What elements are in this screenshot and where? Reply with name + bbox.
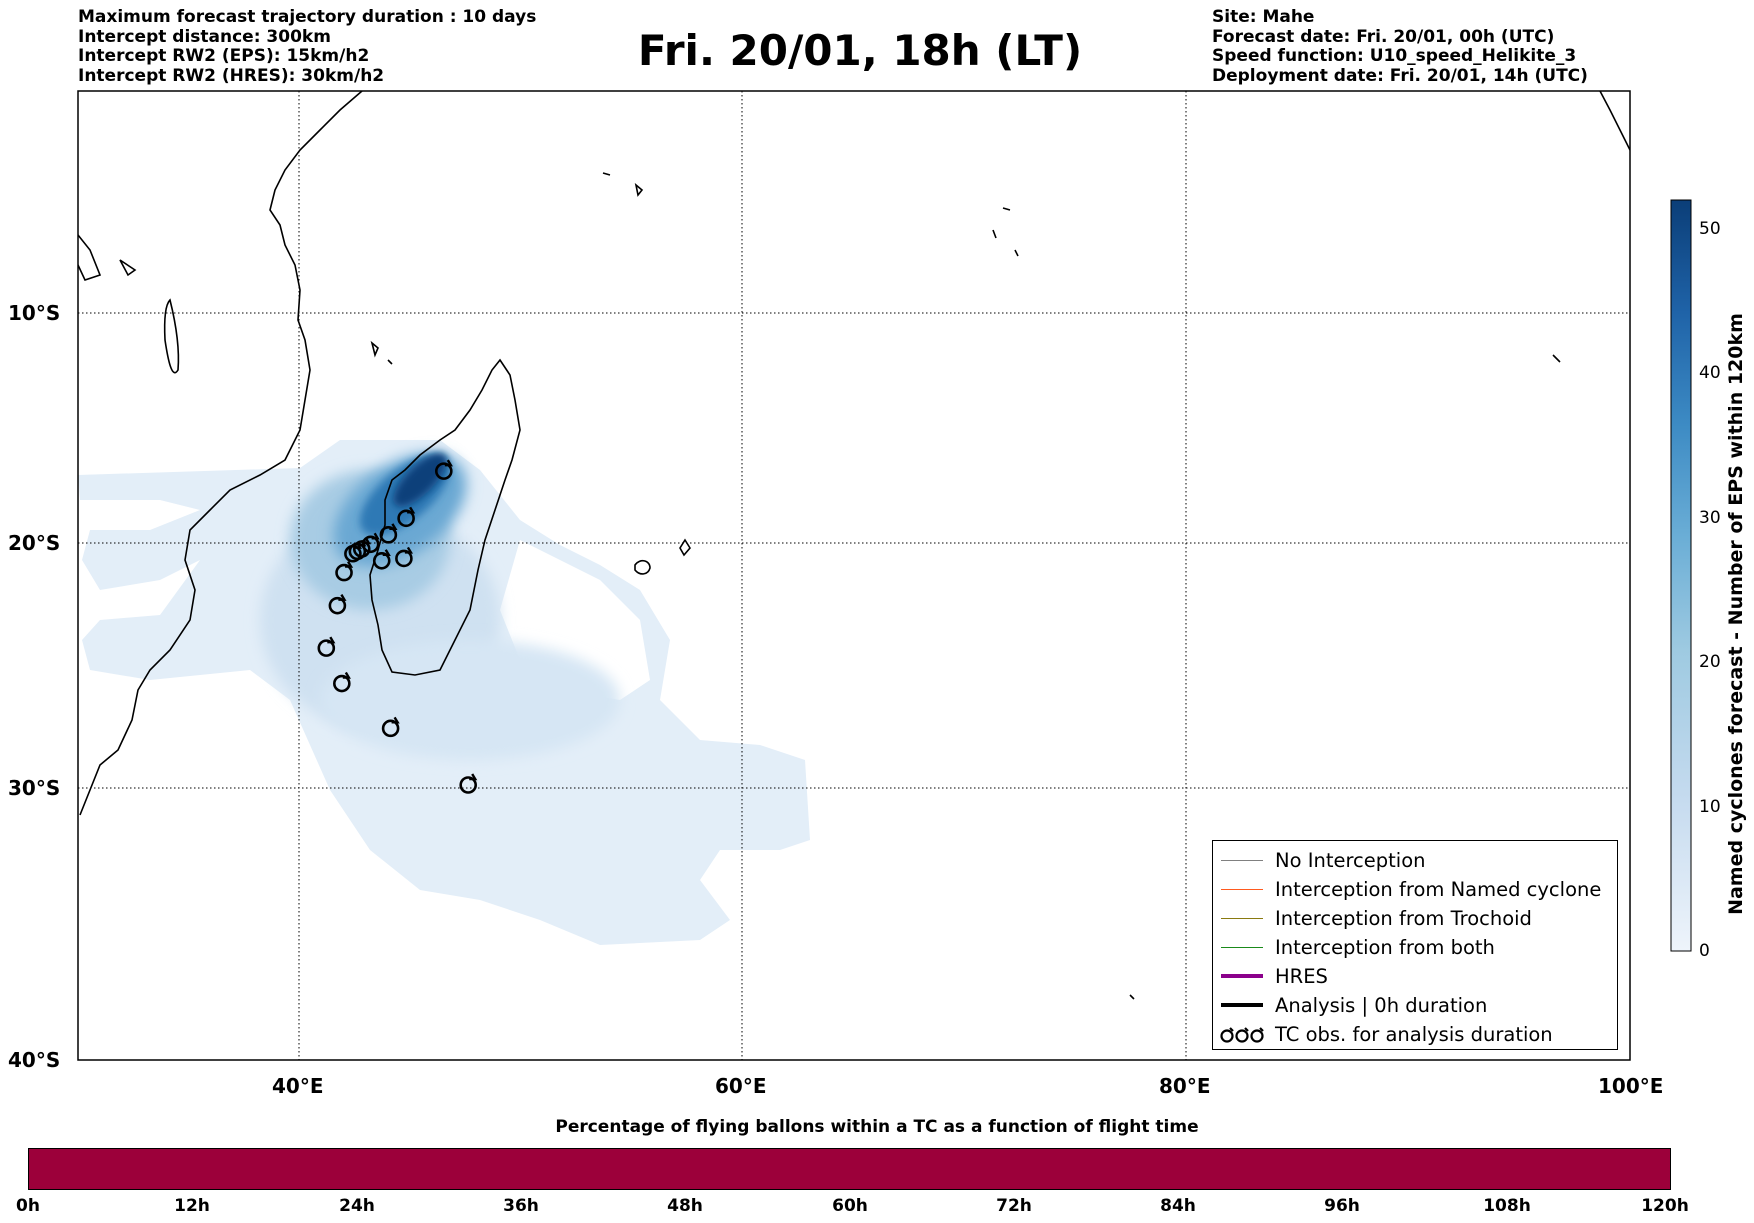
madagascar-coast xyxy=(369,358,521,676)
island-reunion xyxy=(634,559,651,575)
tc-observations xyxy=(317,459,478,794)
flight-tick: 72h xyxy=(996,1196,1032,1216)
lon-label-100e: 100°E xyxy=(1598,1074,1664,1098)
flight-tick: 84h xyxy=(1160,1196,1196,1216)
colorbar xyxy=(1670,199,1692,952)
tc-obs-marker xyxy=(435,459,453,480)
legend-label: TC obs. for analysis duration xyxy=(1275,1023,1553,1046)
legend-line-grey xyxy=(1221,860,1263,861)
island-chagos xyxy=(1014,249,1019,257)
legend-label: Analysis | 0h duration xyxy=(1275,994,1488,1017)
intercept-hres-text: Intercept RW2 (HRES): 30km/h2 xyxy=(78,65,385,86)
tc-obs-marker xyxy=(317,636,336,657)
colorbar-label: Named cyclones forecast - Number of EPS … xyxy=(1725,313,1747,915)
lat-label-10s: 10°S xyxy=(8,301,61,325)
colorbar-tick-20: 20 xyxy=(1699,652,1721,672)
island-mauritius xyxy=(679,538,691,557)
flight-tick: 108h xyxy=(1483,1196,1531,1216)
tc-obs-marker xyxy=(328,594,347,615)
legend-label: Interception from Trochoid xyxy=(1275,907,1532,930)
lon-label-40e: 40°E xyxy=(272,1074,324,1098)
tc-obs-marker xyxy=(397,506,416,528)
legend-item-no-interception: No Interception xyxy=(1213,846,1617,875)
graticule xyxy=(78,91,1630,1060)
max-duration-text: Maximum forecast trajectory duration : 1… xyxy=(78,7,537,27)
coast-top-right xyxy=(1599,91,1630,151)
flight-tick: 24h xyxy=(339,1196,375,1216)
flight-tick: 120h xyxy=(1641,1196,1689,1216)
intercept-eps-text: Intercept RW2 (EPS): 15km/h2 xyxy=(78,46,370,66)
island-small-1 xyxy=(119,259,137,277)
intercept-distance-text: Intercept distance: 300km xyxy=(78,26,331,47)
map-frame xyxy=(77,90,1631,1061)
lon-label-60e: 60°E xyxy=(715,1074,767,1098)
lake-shore xyxy=(163,298,180,374)
site-text: Site: Mahe xyxy=(1212,7,1315,27)
flight-tick: 0h xyxy=(16,1196,40,1216)
tc-obs-marker xyxy=(381,716,400,738)
africa-coast xyxy=(79,91,363,816)
tc-obs-marker xyxy=(344,542,363,563)
tc-obs-marker xyxy=(379,523,398,544)
colorbar-tick-40: 40 xyxy=(1699,363,1721,383)
flight-percentage-bar xyxy=(28,1148,1671,1190)
tc-obs-marker xyxy=(459,773,478,794)
colorbar-tick-10: 10 xyxy=(1699,797,1721,817)
tc-obs-marker xyxy=(372,549,391,570)
lon-label-80e: 80°E xyxy=(1159,1074,1211,1098)
forecast-date-text: Forecast date: Fri. 20/01, 00h (UTC) xyxy=(1212,26,1555,47)
legend-line-olive xyxy=(1221,918,1263,919)
island-east xyxy=(1129,354,1561,1000)
flight-tick: 36h xyxy=(503,1196,539,1216)
island-seychelles xyxy=(602,172,644,197)
colorbar-tick-30: 30 xyxy=(1699,508,1721,528)
tc-obs-marker xyxy=(333,671,351,693)
colorbar-tick-50: 50 xyxy=(1699,219,1721,239)
flight-bar-title: Percentage of flying ballons within a TC… xyxy=(555,1117,1199,1137)
tc-obs-legend-icon xyxy=(1220,1027,1264,1043)
eps-density-field xyxy=(78,440,810,945)
legend-line-purple xyxy=(1221,974,1263,978)
tc-obs-marker xyxy=(335,560,354,582)
flight-tick: 96h xyxy=(1324,1196,1360,1216)
legend-line-orange xyxy=(1221,889,1263,890)
coastline-east-africa xyxy=(78,234,102,281)
density-level-2b xyxy=(320,640,620,760)
island-maldives xyxy=(992,207,1011,239)
legend-item-both: Interception from both xyxy=(1213,933,1617,962)
page-title: Fri. 20/01, 18h (LT) xyxy=(637,26,1083,75)
legend-item-named-cyclone: Interception from Named cyclone xyxy=(1213,875,1617,904)
colorbar-tick-0: 0 xyxy=(1699,941,1710,961)
flight-tick: 12h xyxy=(174,1196,210,1216)
legend-item-tc-obs: TC obs. for analysis duration xyxy=(1213,1020,1617,1049)
tc-obs-marker xyxy=(395,546,414,568)
lat-label-20s: 20°S xyxy=(8,531,61,555)
flight-tick: 48h xyxy=(667,1196,703,1216)
map-legend: No Interception Interception from Named … xyxy=(1212,840,1618,1050)
legend-item-hres: HRES xyxy=(1213,962,1617,991)
coastlines xyxy=(78,91,1630,1000)
legend-line-green xyxy=(1221,947,1263,948)
lat-label-30s: 30°S xyxy=(8,776,61,800)
legend-label: No Interception xyxy=(1275,849,1426,872)
density-level-max xyxy=(393,453,447,507)
legend-label: Interception from both xyxy=(1275,936,1495,959)
header-right-info: Site: Mahe Forecast date: Fri. 20/01, 00… xyxy=(1212,7,1588,86)
island-comoros xyxy=(370,340,393,365)
legend-item-analysis: Analysis | 0h duration xyxy=(1213,991,1617,1020)
legend-label: HRES xyxy=(1275,965,1328,988)
legend-item-trochoid: Interception from Trochoid xyxy=(1213,904,1617,933)
header-left-info: Maximum forecast trajectory duration : 1… xyxy=(78,7,537,86)
flight-tick: 60h xyxy=(832,1196,868,1216)
legend-label: Interception from Named cyclone xyxy=(1275,878,1602,901)
speed-function-text: Speed function: U10_speed_Helikite_3 xyxy=(1212,46,1577,66)
lat-label-40s: 40°S xyxy=(8,1048,61,1072)
deployment-date-text: Deployment date: Fri. 20/01, 14h (UTC) xyxy=(1212,65,1588,86)
legend-line-black xyxy=(1221,1003,1263,1007)
